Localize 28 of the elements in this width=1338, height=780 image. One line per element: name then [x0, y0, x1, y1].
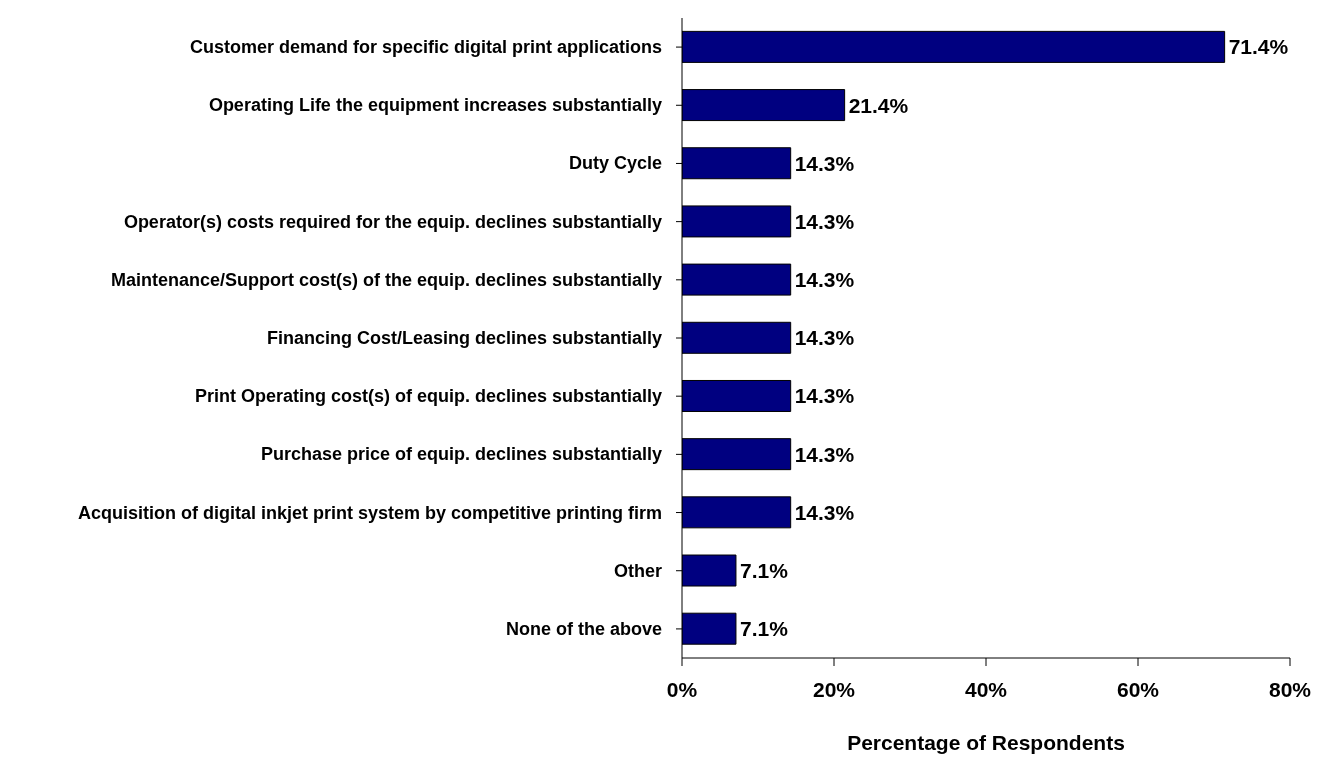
data-label: 14.3% — [794, 500, 855, 524]
y-tick-label: Operating Life the equipment increases substantially — [208, 95, 662, 116]
data-label: 14.3% — [794, 442, 855, 466]
y-tick-label: Customer demand for specific digital print applications — [189, 37, 662, 58]
y-tick-label: Maintenance/Support cost(s) of the equip. declines substantially — [110, 269, 662, 290]
x-tick-label: 20% — [812, 677, 856, 701]
y-tick-label: Other — [613, 560, 662, 581]
y-tick-label: Operator(s) costs required for the equip. declines substantially — [123, 211, 662, 232]
data-label: 14.3% — [794, 268, 855, 292]
y-tick-label: Purchase price of equip. declines substantially — [260, 444, 662, 465]
y-tick-label: Print Operating cost(s) of equip. declines substantially — [194, 386, 662, 407]
x-tick-label: 80% — [1268, 677, 1312, 701]
x-tick-label: 0% — [666, 677, 698, 701]
data-label: 14.3% — [794, 209, 855, 233]
data-label: 7.1% — [739, 559, 789, 583]
y-tick-label: None of the above — [505, 618, 662, 639]
y-tick-label: Acquisition of digital inkjet print system by competitive printing firm — [77, 502, 662, 523]
data-label: 14.3% — [794, 384, 855, 408]
data-label: 21.4% — [848, 93, 909, 117]
data-label: 71.4% — [1228, 35, 1289, 59]
y-tick-label: Financing Cost/Leasing declines substantially — [266, 328, 662, 348]
data-label: 14.3% — [794, 151, 855, 175]
data-label: 14.3% — [794, 326, 855, 350]
x-axis-title: Percentage of Respondents — [847, 731, 1125, 754]
y-tick-label: Duty Cycle — [568, 153, 662, 174]
x-tick-label: 60% — [1116, 677, 1160, 701]
x-tick-label: 40% — [964, 677, 1008, 701]
data-label: 7.1% — [739, 617, 789, 641]
